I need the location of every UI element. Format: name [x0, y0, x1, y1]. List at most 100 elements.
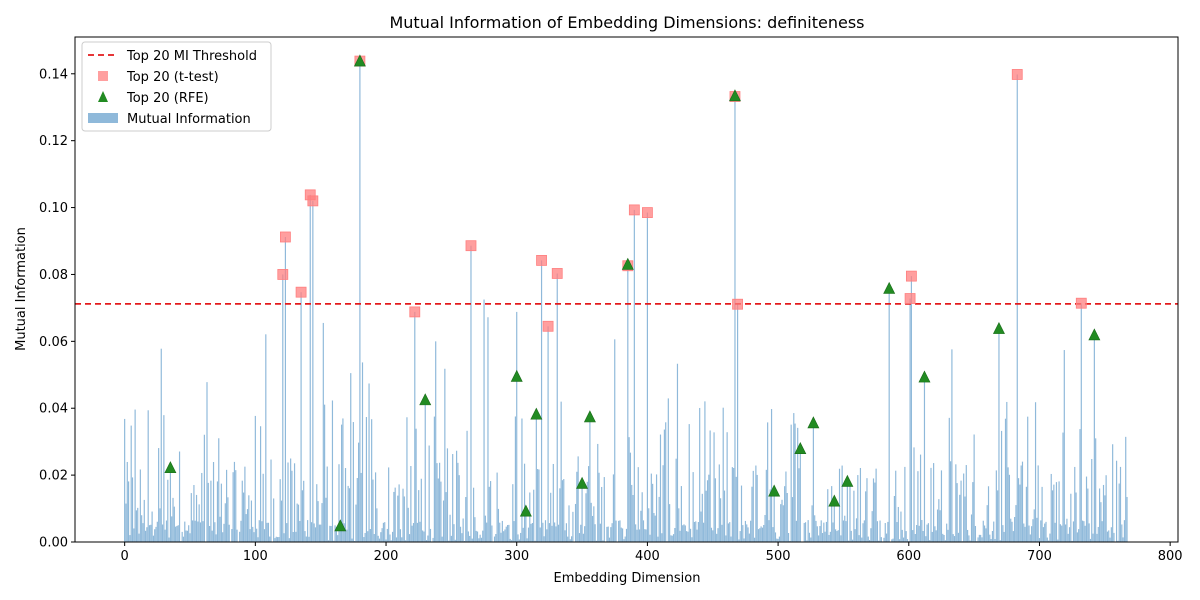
- mi-bar: [425, 540, 428, 542]
- mi-bar: [124, 418, 126, 542]
- mi-bar: [144, 530, 147, 542]
- mi-bar: [995, 470, 997, 542]
- mi-bar: [703, 522, 705, 542]
- mi-bar: [377, 535, 379, 542]
- x-tick-label: 200: [374, 549, 399, 564]
- mi-bar: [572, 511, 574, 542]
- mi-bar: [940, 470, 943, 542]
- mi-bar: [433, 416, 435, 542]
- mi-bar: [968, 535, 970, 542]
- y-tick-label: 0.12: [39, 134, 68, 149]
- mi-bar: [312, 200, 314, 542]
- mi-bar: [1019, 484, 1021, 542]
- rfe-marker: [794, 442, 807, 454]
- mi-bar: [712, 530, 714, 542]
- mi-bar: [997, 490, 999, 542]
- mi-bar: [947, 529, 949, 542]
- mi-bar: [350, 373, 352, 542]
- mi-bar: [878, 540, 880, 542]
- mi-bar: [973, 434, 975, 542]
- mi-bar: [1057, 539, 1059, 542]
- mi-bar: [1083, 521, 1085, 542]
- rfe-marker: [353, 54, 366, 67]
- x-tick-label: 300: [504, 549, 529, 564]
- mi-bar: [965, 465, 967, 542]
- mi-bar: [985, 528, 987, 542]
- mi-bar: [675, 458, 677, 542]
- mi-bar: [154, 529, 156, 542]
- mi-bar: [871, 511, 873, 542]
- mi-bar: [512, 484, 514, 542]
- ttest-marker: [307, 195, 319, 207]
- mi-bar: [841, 465, 843, 542]
- mi-bar: [543, 536, 545, 542]
- mi-bar: [199, 522, 202, 542]
- mi-bar: [1105, 475, 1107, 542]
- mi-bar: [259, 426, 262, 542]
- mi-bar: [138, 533, 140, 542]
- mi-bar: [597, 443, 599, 542]
- mi-bar: [556, 273, 558, 542]
- rfe-marker: [519, 504, 532, 517]
- mi-bar: [1100, 502, 1102, 542]
- mi-bar: [720, 498, 722, 542]
- mi-bar: [244, 466, 246, 542]
- mi-bar: [1003, 531, 1005, 542]
- mi-bar: [490, 481, 492, 542]
- mi-bar: [740, 485, 743, 542]
- mi-bar: [416, 522, 418, 542]
- mi-bar: [339, 525, 341, 542]
- mi-bar: [684, 525, 686, 542]
- x-axis-label: Embedding Dimension: [554, 571, 701, 586]
- mi-bar: [1082, 520, 1084, 542]
- mi-bar: [474, 517, 476, 542]
- x-tick-label: 500: [766, 549, 791, 564]
- mi-bar: [371, 419, 373, 542]
- legend-mi-swatch: [88, 113, 118, 123]
- mi-bar: [231, 529, 233, 542]
- mi-bar: [790, 424, 792, 542]
- mi-bar: [522, 527, 524, 542]
- mi-bar: [606, 526, 608, 542]
- mi-bar: [279, 479, 281, 542]
- mi-bar: [276, 537, 279, 542]
- mi-bar: [640, 510, 642, 542]
- mi-bar: [862, 523, 864, 542]
- mi-bar: [918, 525, 920, 542]
- mi-bar: [561, 480, 564, 542]
- mi-bar: [874, 482, 876, 542]
- mi-bar: [700, 511, 702, 542]
- mi-bar: [823, 522, 825, 542]
- mi-bar: [577, 456, 579, 542]
- mi-bar: [865, 491, 867, 542]
- mi-bar: [1076, 532, 1078, 542]
- mi-bar: [546, 529, 548, 542]
- mi-bar: [435, 341, 437, 542]
- mi-bar: [384, 522, 386, 542]
- mi-bar: [529, 492, 531, 542]
- mi-bar: [527, 527, 530, 542]
- mi-bar: [1118, 483, 1120, 542]
- mi-bar: [983, 525, 986, 542]
- mi-bar: [859, 467, 862, 542]
- mi-bar: [738, 539, 740, 542]
- mi-bar: [692, 472, 694, 542]
- mi-bar: [610, 527, 612, 542]
- mi-bar: [287, 462, 289, 542]
- mi-bar: [952, 534, 954, 542]
- mi-bar: [846, 481, 848, 542]
- mi-bar: [930, 467, 932, 542]
- mi-bar: [482, 530, 484, 542]
- mi-bar: [938, 499, 940, 542]
- mi-bar: [531, 522, 533, 542]
- mi-bar: [824, 531, 826, 542]
- mi-bar: [773, 491, 775, 542]
- mi-bar: [797, 427, 799, 542]
- mi-bar: [313, 523, 315, 542]
- mi-bar: [374, 472, 377, 542]
- mi-bar: [186, 530, 188, 542]
- mi-bar: [899, 539, 901, 542]
- mi-bar: [635, 524, 637, 542]
- mi-bar: [803, 522, 805, 542]
- mi-bar: [127, 481, 130, 542]
